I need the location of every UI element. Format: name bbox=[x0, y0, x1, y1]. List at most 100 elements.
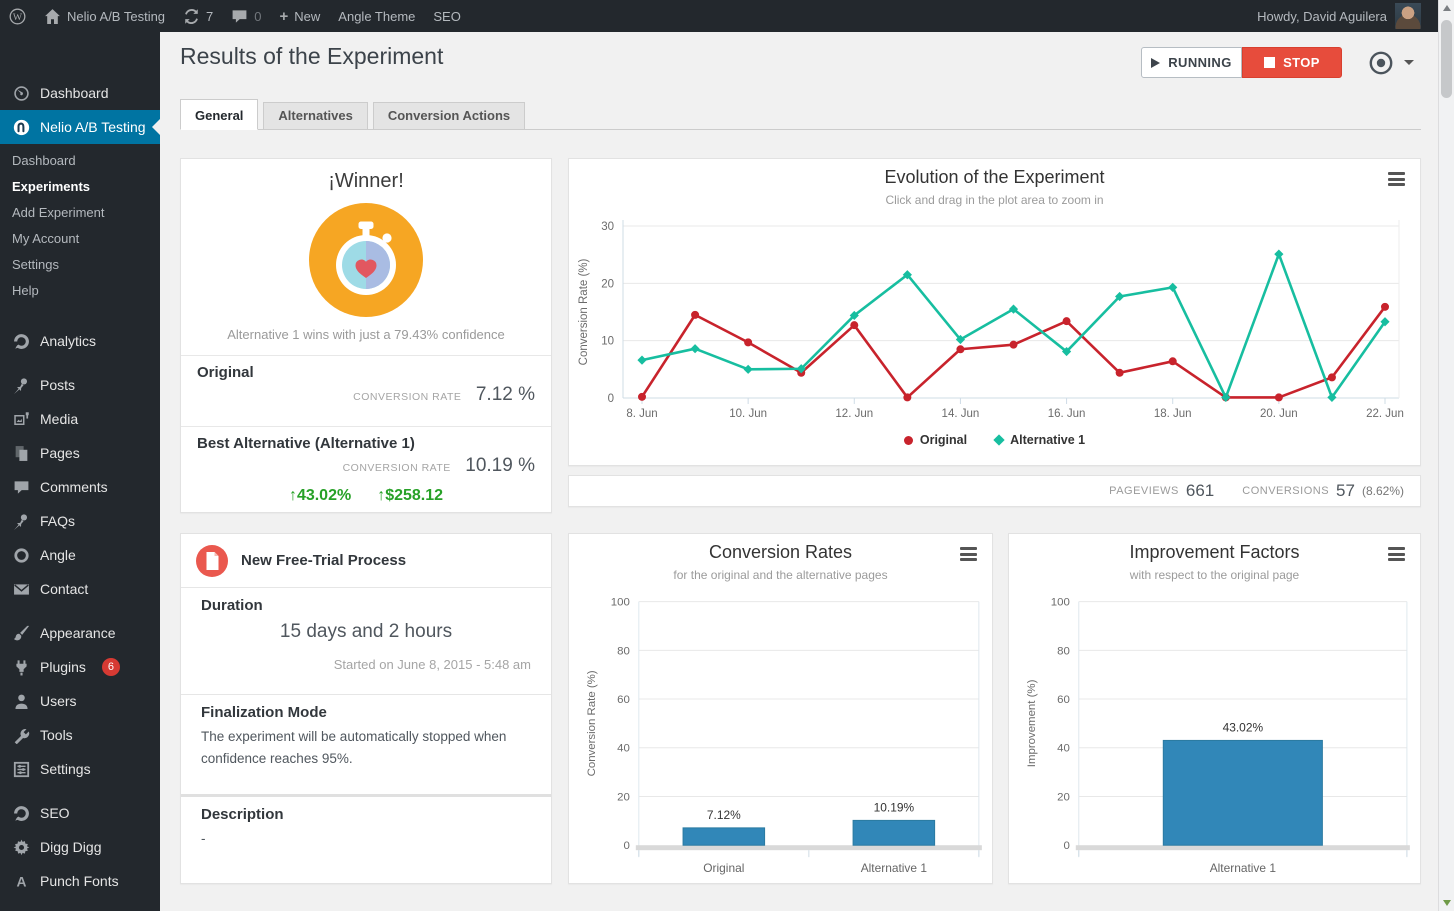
svg-text:0: 0 bbox=[624, 840, 630, 852]
sidebar-item-settings[interactable]: Settings bbox=[0, 752, 160, 786]
circle-icon bbox=[12, 546, 30, 564]
legend-label: Alternative 1 bbox=[1010, 433, 1085, 447]
chart-menu-icon[interactable] bbox=[960, 547, 977, 564]
sidebar-separator bbox=[0, 786, 160, 796]
conversion-rates-plot: 0204060801007.12%Original10.19%Alternati… bbox=[569, 534, 992, 883]
sidebar-item-plugins[interactable]: Plugins6 bbox=[0, 650, 160, 684]
sidebar-item-dashboard[interactable]: Dashboard bbox=[0, 76, 160, 110]
description-section: Description - bbox=[181, 794, 551, 856]
tab-bar: General Alternatives Conversion Actions bbox=[180, 99, 1421, 130]
stop-button[interactable]: STOP bbox=[1242, 47, 1342, 78]
sidebar-item-media[interactable]: Media bbox=[0, 402, 160, 436]
chart-menu-icon[interactable] bbox=[1388, 547, 1405, 564]
description-label: Description bbox=[201, 806, 531, 823]
sidebar-subitem-add-experiment[interactable]: Add Experiment bbox=[0, 200, 160, 226]
sidebar-item-users[interactable]: Users bbox=[0, 684, 160, 718]
sidebar-item-faqs[interactable]: FAQs bbox=[0, 504, 160, 538]
sidebar-item-punch-fonts[interactable]: APunch Fonts bbox=[0, 864, 160, 898]
sidebar-item-pages[interactable]: Pages bbox=[0, 436, 160, 470]
updates-menu[interactable]: 7 bbox=[174, 0, 222, 32]
sidebar-item-appearance[interactable]: Appearance bbox=[0, 616, 160, 650]
howdy-text: Howdy, David Aguilera bbox=[1257, 9, 1387, 24]
winner-caption: Alternative 1 wins with just a 79.43% co… bbox=[181, 327, 551, 342]
conversion-rate-pct: (8.62%) bbox=[1362, 484, 1404, 498]
sidebar-item-comments[interactable]: Comments bbox=[0, 470, 160, 504]
sidebar-item-label: FAQs bbox=[40, 513, 75, 529]
goal-target-icon[interactable] bbox=[1368, 50, 1394, 76]
svg-text:Alternative 1: Alternative 1 bbox=[861, 861, 928, 875]
stats-bar: PAGEVIEWS 661 CONVERSIONS 57 (8.62%) bbox=[568, 475, 1421, 507]
svg-text:80: 80 bbox=[1057, 645, 1070, 657]
sidebar-item-label: Contact bbox=[40, 581, 88, 597]
sidebar-subitem-dashboard[interactable]: Dashboard bbox=[0, 148, 160, 174]
svg-text:40: 40 bbox=[617, 743, 630, 755]
sidebar-item-digg-digg[interactable]: Digg Digg bbox=[0, 830, 160, 864]
plug-icon bbox=[12, 658, 30, 676]
wordpress-menu[interactable]: W bbox=[0, 0, 35, 32]
improvement-gain: ↑43.02% bbox=[289, 487, 351, 505]
tab-conversion-actions[interactable]: Conversion Actions bbox=[373, 102, 525, 129]
running-button[interactable]: RUNNING bbox=[1141, 47, 1242, 78]
comment-bubble-icon bbox=[231, 8, 248, 25]
comments-menu[interactable]: 0 bbox=[222, 0, 270, 32]
original-row: Original CONVERSION RATE 7.12 % bbox=[181, 355, 551, 415]
sidebar-item-label: SEO bbox=[40, 805, 70, 821]
svg-text:40: 40 bbox=[1057, 743, 1070, 755]
brush-icon bbox=[12, 624, 30, 642]
scroll-up-icon[interactable] bbox=[1443, 5, 1451, 11]
sidebar-subitem-my-account[interactable]: My Account bbox=[0, 226, 160, 252]
legend-item-original[interactable]: Original bbox=[904, 433, 967, 447]
sidebar-item-angle[interactable]: Angle bbox=[0, 538, 160, 572]
sidebar-item-analytics[interactable]: Analytics bbox=[0, 324, 160, 358]
experiment-info-card: New Free-Trial Process Duration 15 days … bbox=[180, 533, 552, 884]
svg-text:14. Jun: 14. Jun bbox=[942, 408, 980, 420]
angle-theme-menu[interactable]: Angle Theme bbox=[329, 0, 424, 32]
sidebar-subitem-experiments[interactable]: Experiments bbox=[0, 174, 160, 200]
sidebar-item-tools[interactable]: Tools bbox=[0, 718, 160, 752]
sidebar-item-posts[interactable]: Posts bbox=[0, 368, 160, 402]
sidebar-subitem-help[interactable]: Help bbox=[0, 278, 160, 304]
tab-alternatives[interactable]: Alternatives bbox=[263, 102, 367, 129]
svg-text:10. Jun: 10. Jun bbox=[729, 408, 767, 420]
scrollbar-thumb[interactable] bbox=[1441, 20, 1452, 98]
duration-label: Duration bbox=[201, 597, 531, 614]
mail-icon bbox=[12, 580, 30, 598]
sliders-icon bbox=[12, 760, 30, 778]
conversions-value: 57 bbox=[1336, 481, 1355, 501]
best-alternative-row: Best Alternative (Alternative 1) CONVERS… bbox=[181, 426, 551, 514]
sidebar-item-contact[interactable]: Contact bbox=[0, 572, 160, 606]
svg-text:60: 60 bbox=[1057, 694, 1070, 706]
svg-text:20: 20 bbox=[601, 278, 614, 290]
improvement-factors-card: 02040608010043.02%Alternative 1Improveme… bbox=[1008, 533, 1421, 884]
sidebar-separator bbox=[0, 314, 160, 324]
evolution-chart-plot[interactable]: 01020308. Jun10. Jun12. Jun14. Jun16. Ju… bbox=[569, 209, 1422, 427]
svg-text:8. Jun: 8. Jun bbox=[626, 408, 657, 420]
best-alternative-label: Best Alternative (Alternative 1) bbox=[197, 435, 535, 452]
tab-general[interactable]: General bbox=[180, 99, 258, 130]
chart-menu-icon[interactable] bbox=[1388, 172, 1405, 189]
sidebar-item-label: Appearance bbox=[40, 625, 116, 641]
svg-text:A: A bbox=[16, 873, 26, 889]
new-menu[interactable]: + New bbox=[271, 0, 330, 32]
comments-count: 0 bbox=[254, 9, 261, 24]
sidebar-subitem-settings[interactable]: Settings bbox=[0, 252, 160, 278]
scrollbar[interactable] bbox=[1438, 0, 1454, 911]
media-icon bbox=[12, 410, 30, 428]
up-arrow-icon: ↑ bbox=[377, 487, 385, 504]
seo-menu[interactable]: SEO bbox=[424, 0, 469, 32]
chevron-down-icon[interactable] bbox=[1404, 60, 1414, 65]
svg-text:20: 20 bbox=[1057, 791, 1070, 803]
sidebar-item-label: Media bbox=[40, 411, 78, 427]
legend-item-alternative-1[interactable]: Alternative 1 bbox=[995, 433, 1085, 447]
sidebar-item-nelio-a-b-testing[interactable]: Nelio A/B Testing bbox=[0, 110, 160, 144]
started-on: Started on June 8, 2015 - 5:48 am bbox=[201, 657, 531, 672]
sidebar-item-label: Tools bbox=[40, 727, 73, 743]
account-menu[interactable]: Howdy, David Aguilera bbox=[1248, 0, 1438, 32]
scroll-down-icon[interactable] bbox=[1443, 900, 1451, 906]
conversions-label: CONVERSIONS bbox=[1242, 485, 1329, 497]
circle-marker-icon bbox=[904, 436, 913, 445]
user-icon bbox=[12, 692, 30, 710]
sidebar-item-seo[interactable]: SEO bbox=[0, 796, 160, 830]
home-icon bbox=[44, 8, 61, 25]
site-menu[interactable]: Nelio A/B Testing bbox=[35, 0, 174, 32]
